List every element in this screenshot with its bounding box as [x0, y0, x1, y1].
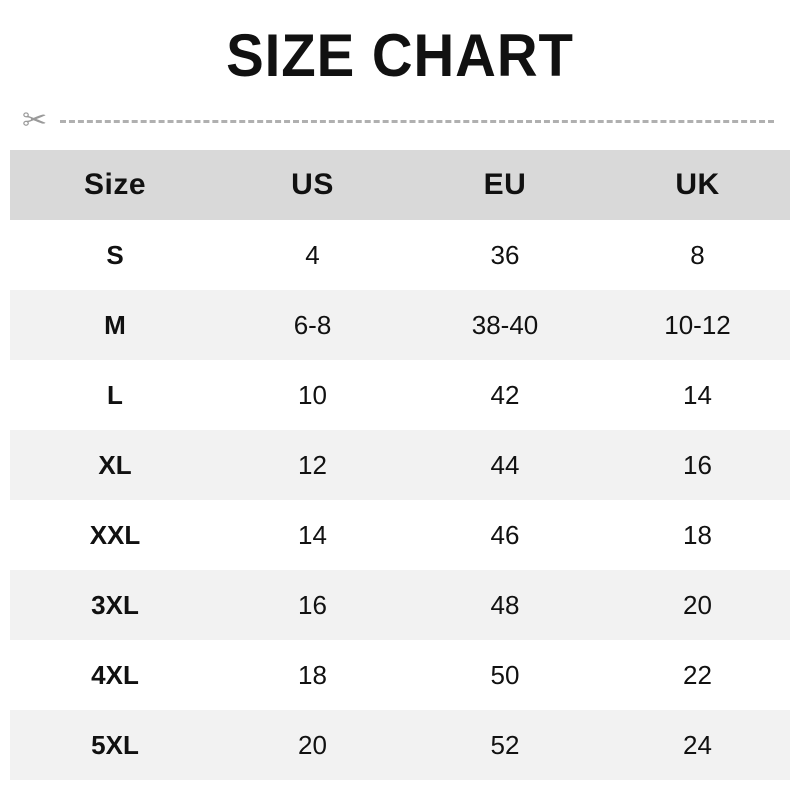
table-row: 3XL 16 48 20 [10, 570, 790, 640]
cell-us: 6-8 [293, 309, 332, 340]
page-title-container: SIZE CHART [0, 22, 800, 90]
cell-uk: 24 [683, 729, 712, 760]
cell-eu: 36 [490, 239, 520, 270]
cell-uk: 10-12 [664, 309, 731, 340]
cell-uk: 20 [683, 589, 712, 620]
table-row: L 10 42 14 [10, 360, 790, 430]
cell-eu: 46 [490, 519, 520, 550]
cell-eu: 50 [490, 659, 520, 690]
cell-size: 4XL [91, 659, 139, 690]
cell-size: S [106, 239, 124, 270]
cell-uk: 16 [683, 449, 712, 480]
table-header-row: Size US EU UK [10, 150, 790, 220]
table-row: 5XL 20 52 24 [10, 710, 790, 780]
cell-uk: 22 [683, 659, 712, 690]
cell-us: 12 [298, 449, 327, 480]
cell-size: 5XL [91, 729, 139, 760]
table-header: Size US EU UK [10, 150, 790, 220]
cell-us: 20 [298, 729, 327, 760]
cell-size: M [104, 309, 126, 340]
cell-eu: 42 [490, 379, 520, 410]
cell-size: L [107, 379, 123, 410]
table-row: M 6-8 38-40 10-12 [10, 290, 790, 360]
cell-eu: 52 [490, 729, 520, 760]
cell-us: 4 [305, 239, 320, 270]
column-header-us: US [220, 150, 405, 220]
size-chart-table: Size US EU UK S 4 36 8 M 6-8 38-40 10-12… [10, 150, 790, 780]
cell-us: 16 [298, 589, 327, 620]
cell-us: 18 [298, 659, 327, 690]
cell-uk: 18 [683, 519, 712, 550]
cell-us: 10 [298, 379, 327, 410]
cell-size: XXL [89, 519, 141, 550]
cell-eu: 44 [490, 449, 520, 480]
scissors-icon: ✂ [22, 104, 48, 137]
table-row: S 4 36 8 [10, 220, 790, 290]
cell-eu: 48 [490, 589, 520, 620]
table-row: XXL 14 46 18 [10, 500, 790, 570]
table-row: XL 12 44 16 [10, 430, 790, 500]
column-header-uk: UK [605, 150, 790, 220]
table-row: 4XL 18 50 22 [10, 640, 790, 710]
page-title: SIZE CHART [226, 22, 574, 89]
column-header-eu: EU [405, 150, 605, 220]
cell-us: 14 [298, 519, 327, 550]
column-header-size: Size [10, 150, 220, 220]
cell-size: 3XL [91, 589, 139, 620]
cut-line: ✂ [22, 104, 774, 138]
dashed-cut-line [60, 119, 774, 123]
table-body: S 4 36 8 M 6-8 38-40 10-12 L 10 42 14 XL… [10, 220, 790, 780]
cell-size: XL [98, 449, 132, 480]
cell-uk: 8 [690, 239, 705, 270]
cell-eu: 38-40 [471, 309, 539, 340]
cell-uk: 14 [683, 379, 712, 410]
